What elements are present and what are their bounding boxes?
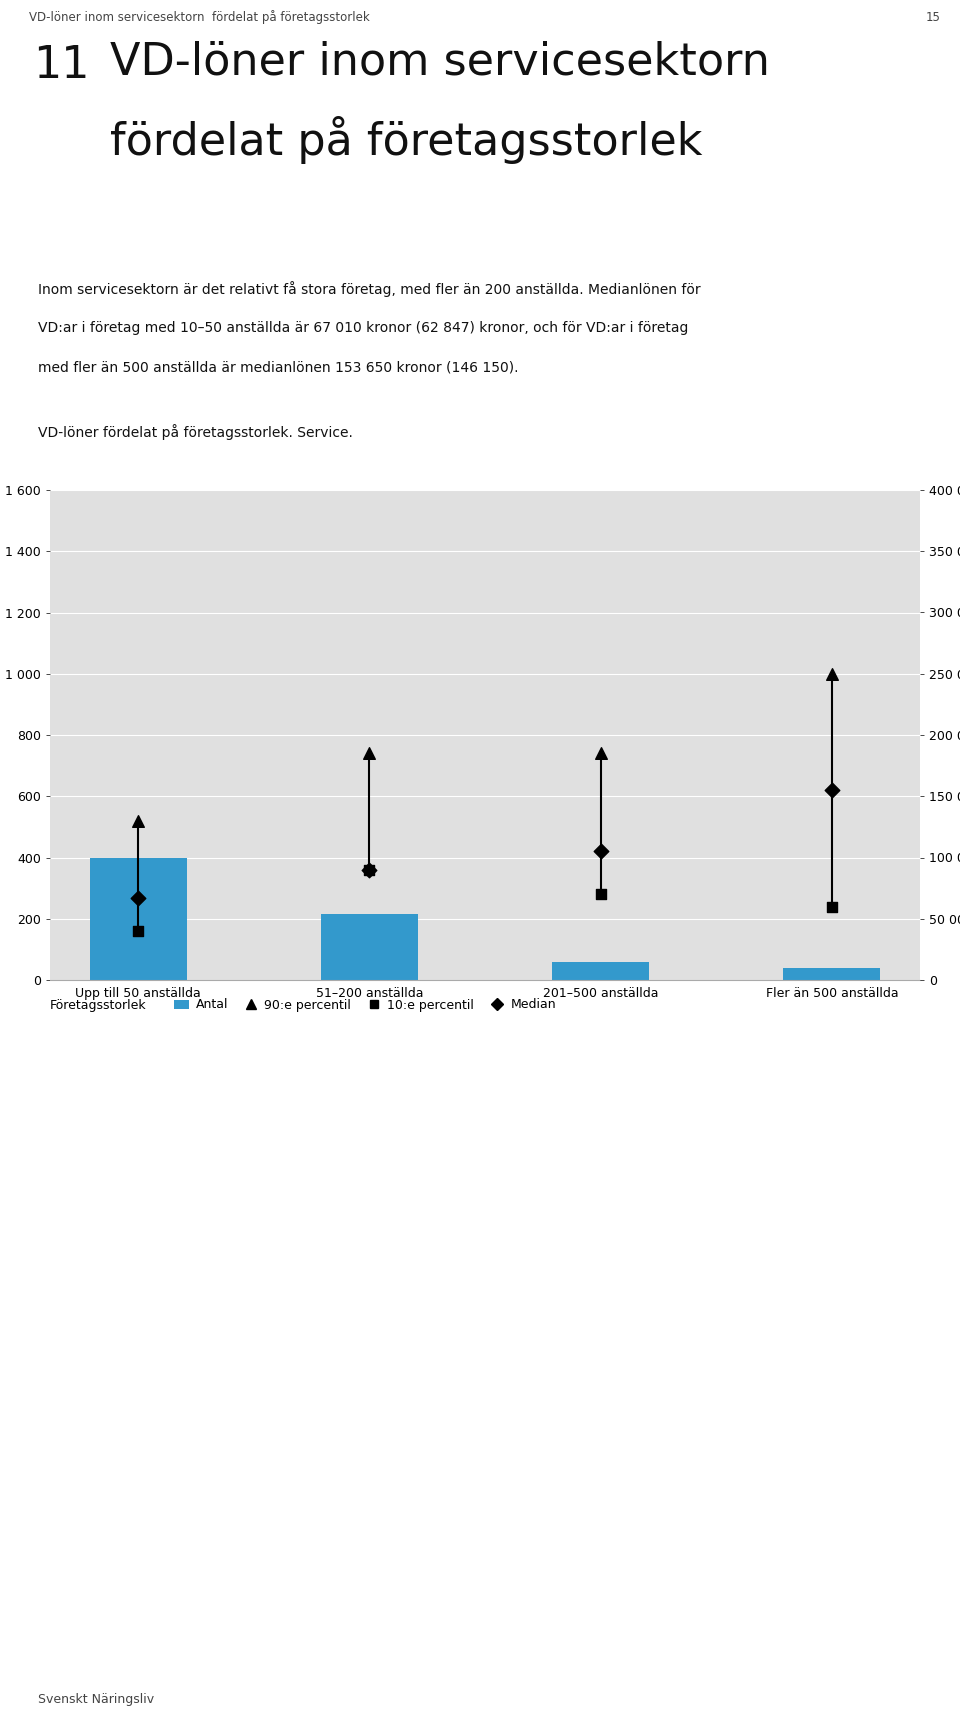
Point bbox=[362, 856, 377, 884]
Text: Svenskt Näringsliv: Svenskt Näringsliv bbox=[38, 1694, 155, 1706]
Bar bbox=[89, 858, 186, 979]
Bar bbox=[552, 962, 649, 979]
Point bbox=[131, 884, 146, 912]
Text: 11: 11 bbox=[34, 45, 90, 86]
Point bbox=[825, 777, 840, 804]
Text: 15: 15 bbox=[926, 10, 941, 24]
Bar bbox=[783, 967, 880, 979]
Text: Inom servicesektorn är det relativt få stora företag, med fler än 200 anställda.: Inom servicesektorn är det relativt få s… bbox=[38, 280, 701, 298]
Point bbox=[362, 739, 377, 766]
Text: Företagsstorlek: Företagsstorlek bbox=[50, 998, 147, 1012]
Point bbox=[131, 806, 146, 834]
Bar bbox=[321, 913, 418, 979]
Text: fördelat på företagsstorlek: fördelat på företagsstorlek bbox=[110, 116, 703, 164]
Point bbox=[593, 837, 609, 865]
Text: VD:ar i företag med 10–50 anställda är 67 010 kronor (62 847) kronor, och för VD: VD:ar i företag med 10–50 anställda är 6… bbox=[38, 320, 688, 334]
Point bbox=[362, 856, 377, 884]
Text: med fler än 500 anställda är medianlönen 153 650 kronor (146 150).: med fler än 500 anställda är medianlönen… bbox=[38, 360, 519, 374]
Point bbox=[593, 739, 609, 766]
Point bbox=[825, 659, 840, 687]
Text: VD-löner inom servicesektorn  fördelat på företagsstorlek: VD-löner inom servicesektorn fördelat på… bbox=[29, 10, 370, 24]
Text: VD-löner fördelat på företagsstorlek. Service.: VD-löner fördelat på företagsstorlek. Se… bbox=[38, 424, 353, 441]
Legend: Antal, 90:e percentil, 10:e percentil, Median: Antal, 90:e percentil, 10:e percentil, M… bbox=[169, 993, 562, 1017]
Point bbox=[593, 881, 609, 908]
Point bbox=[131, 917, 146, 945]
Point bbox=[825, 893, 840, 920]
Text: VD-löner inom servicesektorn: VD-löner inom servicesektorn bbox=[110, 40, 770, 83]
